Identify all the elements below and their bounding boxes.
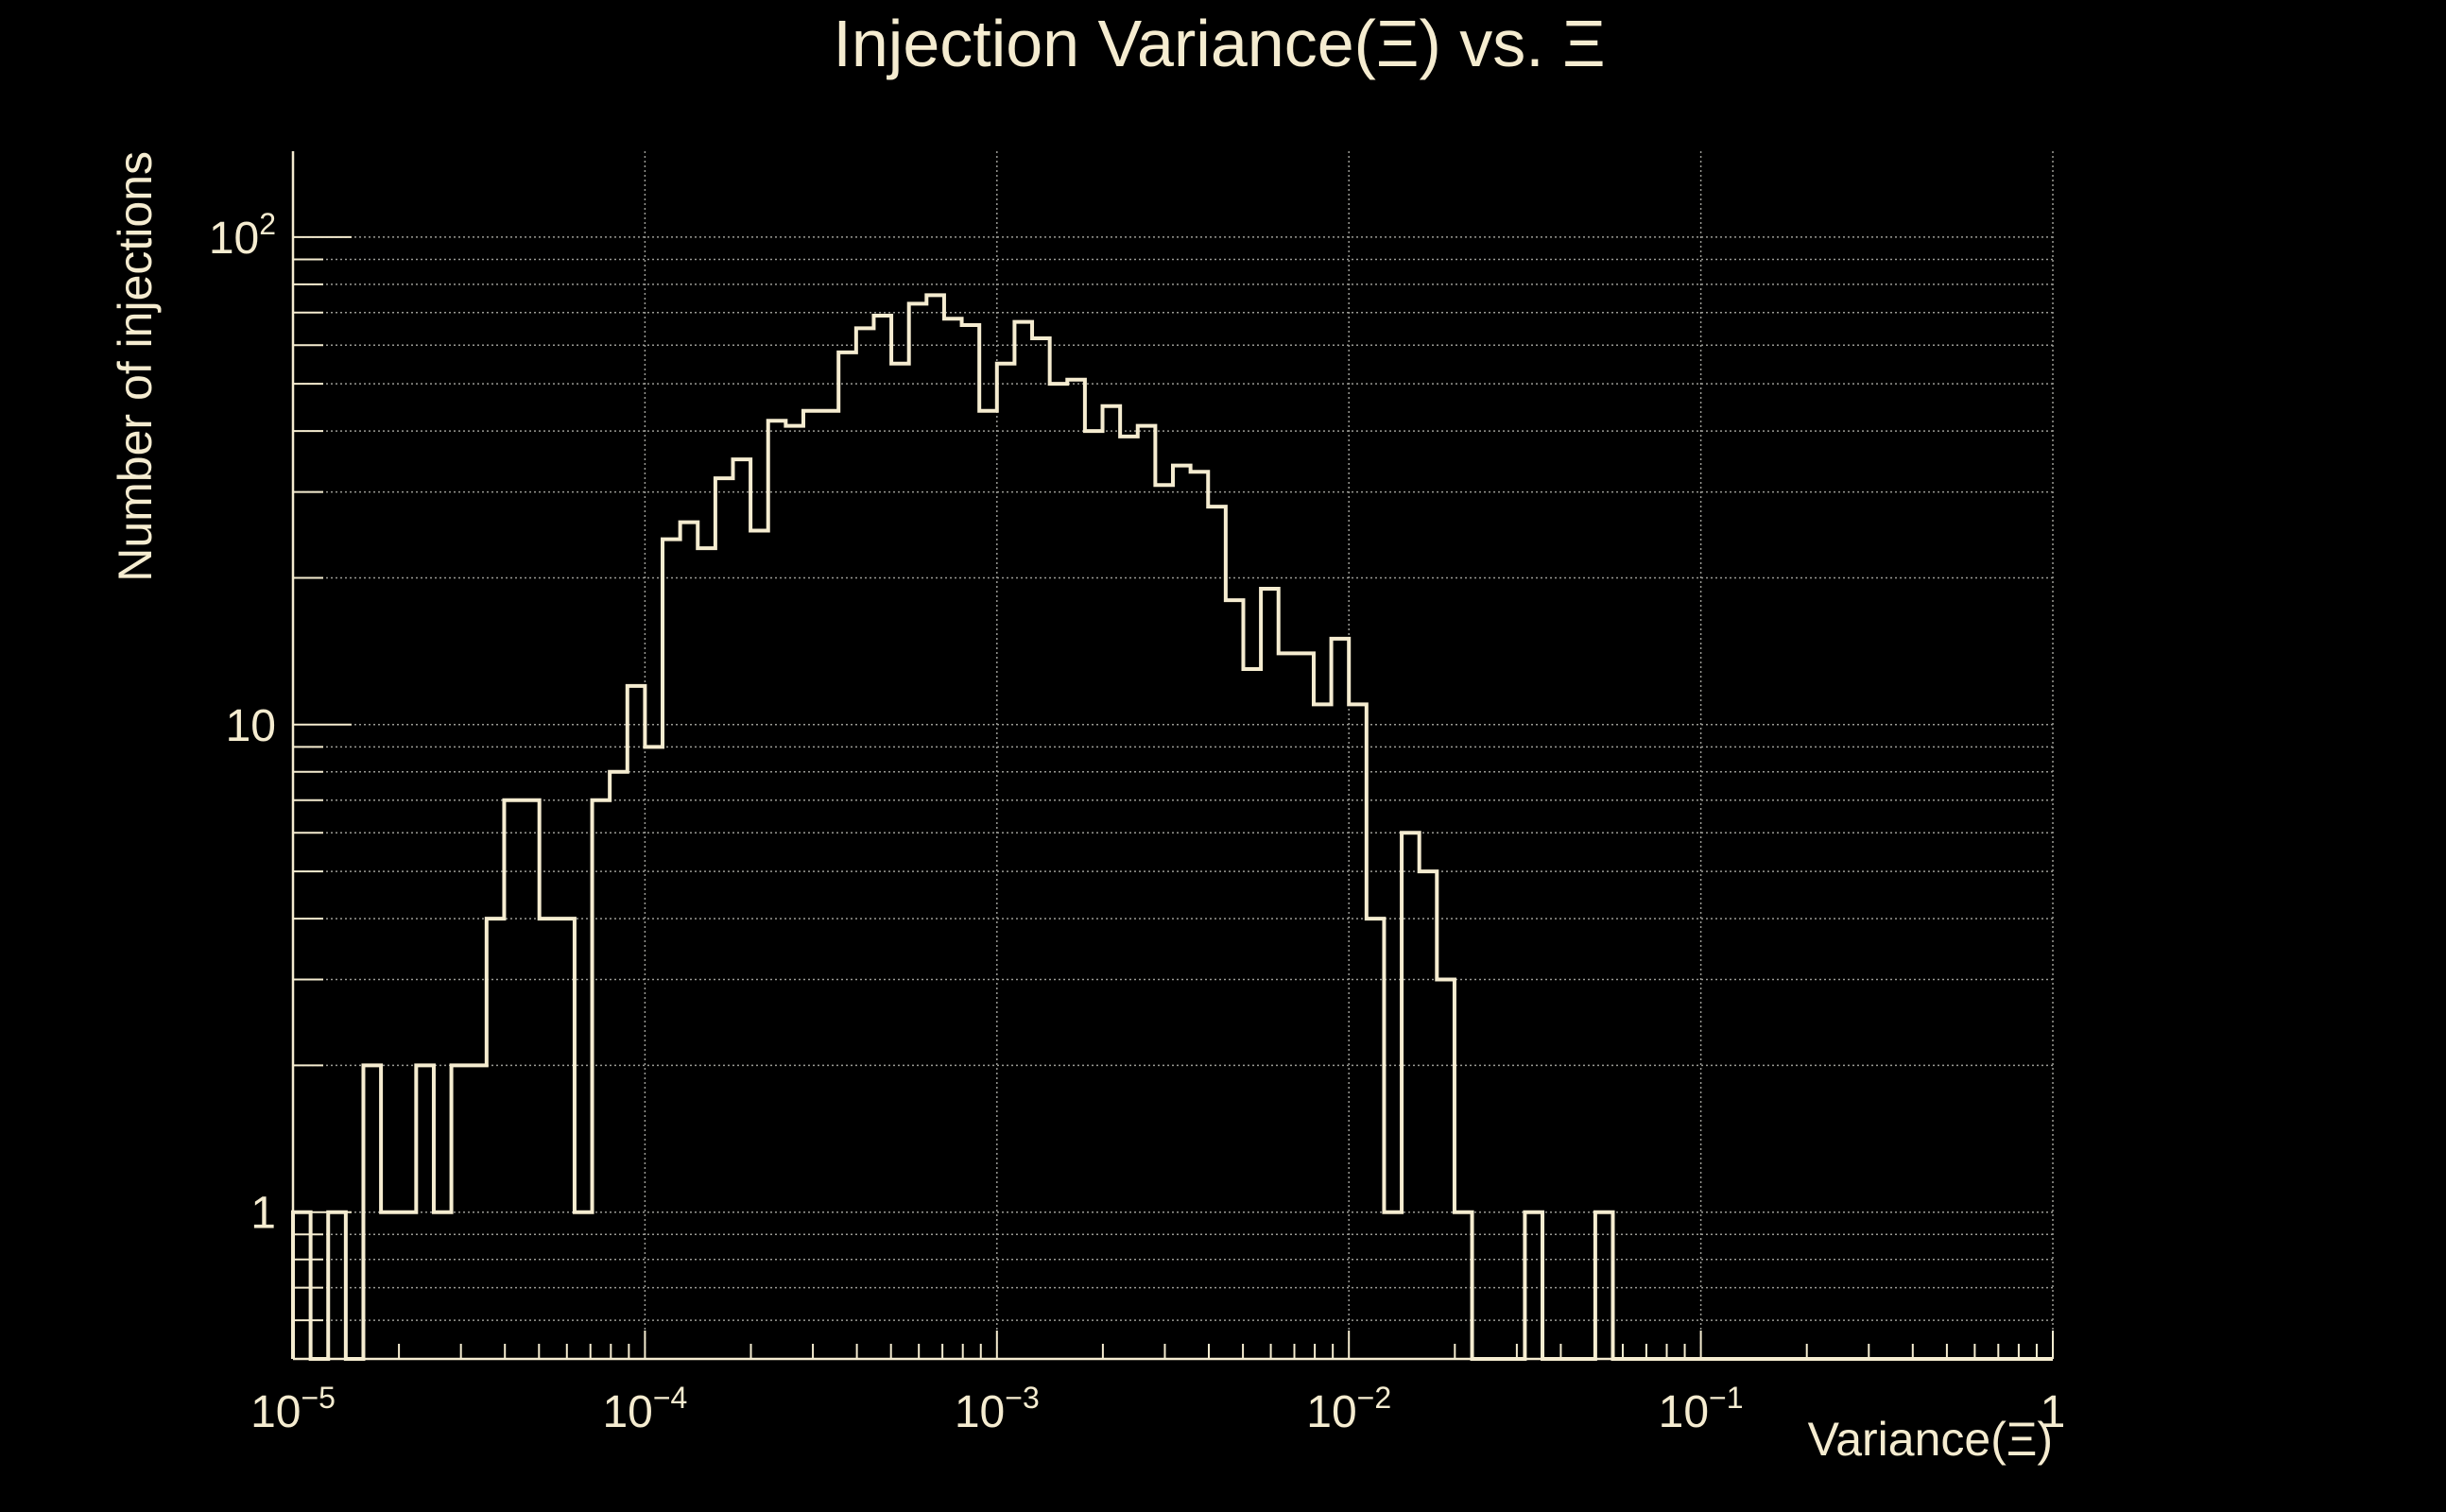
axes <box>291 151 2053 1361</box>
x-axis-label: Variance(Ξ) <box>1808 1413 2053 1466</box>
y-axis-label: Number of injections <box>109 151 162 582</box>
x-tick-labels: 10−5 10−4 10−3 10−2 10−1 1 <box>250 1381 2065 1437</box>
x-tick-label: 10−3 <box>955 1381 1040 1437</box>
chart-title: Injection Variance(Ξ) vs. Ξ <box>833 7 1605 80</box>
histogram-series <box>291 293 2053 1361</box>
x-tick-label: 1 <box>2041 1387 2066 1437</box>
x-tick-label: 10−5 <box>250 1381 336 1437</box>
y-tick-label: 10 <box>226 701 276 751</box>
histogram-outline <box>291 293 2053 1361</box>
y-tick-label: 1 <box>250 1189 276 1239</box>
x-tick-label: 10−2 <box>1306 1381 1391 1437</box>
x-tick-label: 10−1 <box>1659 1381 1744 1437</box>
x-tick-label: 10−4 <box>602 1381 687 1437</box>
y-tick-label: 102 <box>209 207 276 264</box>
y-tick-labels: 1 10 102 <box>209 207 276 1239</box>
